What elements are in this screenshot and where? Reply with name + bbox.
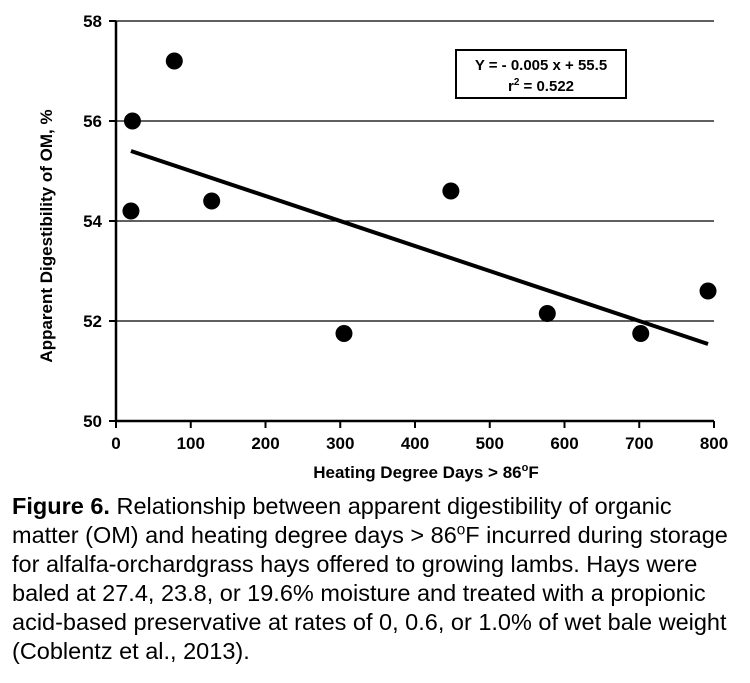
- x-tick-label: 800: [700, 434, 728, 453]
- data-point: [699, 282, 717, 300]
- x-tick-labels: 0 100 200 300 400 500 600 700 800: [111, 434, 728, 453]
- y-tick-label: 52: [83, 312, 102, 331]
- x-tick-label: 0: [111, 434, 120, 453]
- r-squared-exponent: 2: [514, 77, 520, 88]
- caption-text-part1: Relationship between apparent digestibil…: [12, 493, 672, 548]
- trend-line: [130, 149, 709, 346]
- data-point: [165, 52, 183, 70]
- r-squared: r2 = 0.522: [508, 77, 574, 95]
- figure-caption: Figure 6. Relationship between apparent …: [12, 492, 744, 666]
- y-tick-label: 58: [83, 12, 102, 31]
- data-point: [538, 305, 556, 322]
- r-squared-value: = 0.522: [519, 78, 574, 95]
- regression-equation: Y = - 0.005 x + 55.5: [475, 57, 607, 74]
- x-tick-label: 600: [550, 434, 578, 453]
- y-tick-label: 54: [83, 212, 102, 231]
- figure-label: Figure 6.: [12, 493, 110, 519]
- data-point: [442, 182, 460, 200]
- data-points: [122, 52, 717, 342]
- equation-box-frame: [455, 49, 627, 99]
- x-tick-label: 200: [251, 434, 279, 453]
- x-tick-label: 300: [326, 434, 354, 453]
- x-axis-title-degree: o: [522, 462, 529, 474]
- grid-lines: [116, 20, 714, 322]
- y-tick-label: 56: [83, 112, 102, 131]
- y-tick-labels: 50 52 54 56 58: [83, 12, 102, 431]
- data-point: [632, 325, 650, 342]
- trendline-layer: [130, 149, 709, 346]
- x-axis-title-text: Heating Degree Days > 86: [313, 463, 521, 482]
- x-axis-title: Heating Degree Days > 86oF: [313, 462, 538, 482]
- y-axis-title: Apparent Digestibility of OM, %: [37, 109, 56, 362]
- x-tick-label: 700: [625, 434, 653, 453]
- scatter-chart: 50 52 54 56 58 0 100 200 300 400 500 600 700 800 Y =…: [37, 12, 728, 482]
- data-point: [203, 192, 221, 210]
- data-point: [122, 202, 140, 220]
- axes: [109, 20, 715, 428]
- x-tick-label: 400: [401, 434, 429, 453]
- x-tick-label: 500: [476, 434, 504, 453]
- data-point: [335, 325, 353, 342]
- x-tick-label: 100: [177, 434, 205, 453]
- caption-degree-sup: o: [456, 521, 466, 539]
- r-squared-symbol: r: [508, 78, 514, 95]
- x-axis-title-unit: F: [528, 463, 538, 482]
- equation-box: Y = - 0.005 x + 55.5 r2 = 0.522: [455, 49, 627, 99]
- data-point: [123, 112, 141, 130]
- y-tick-label: 50: [83, 412, 102, 431]
- caption-text-part2: F incurred during storage for alfalfa-or…: [12, 522, 728, 664]
